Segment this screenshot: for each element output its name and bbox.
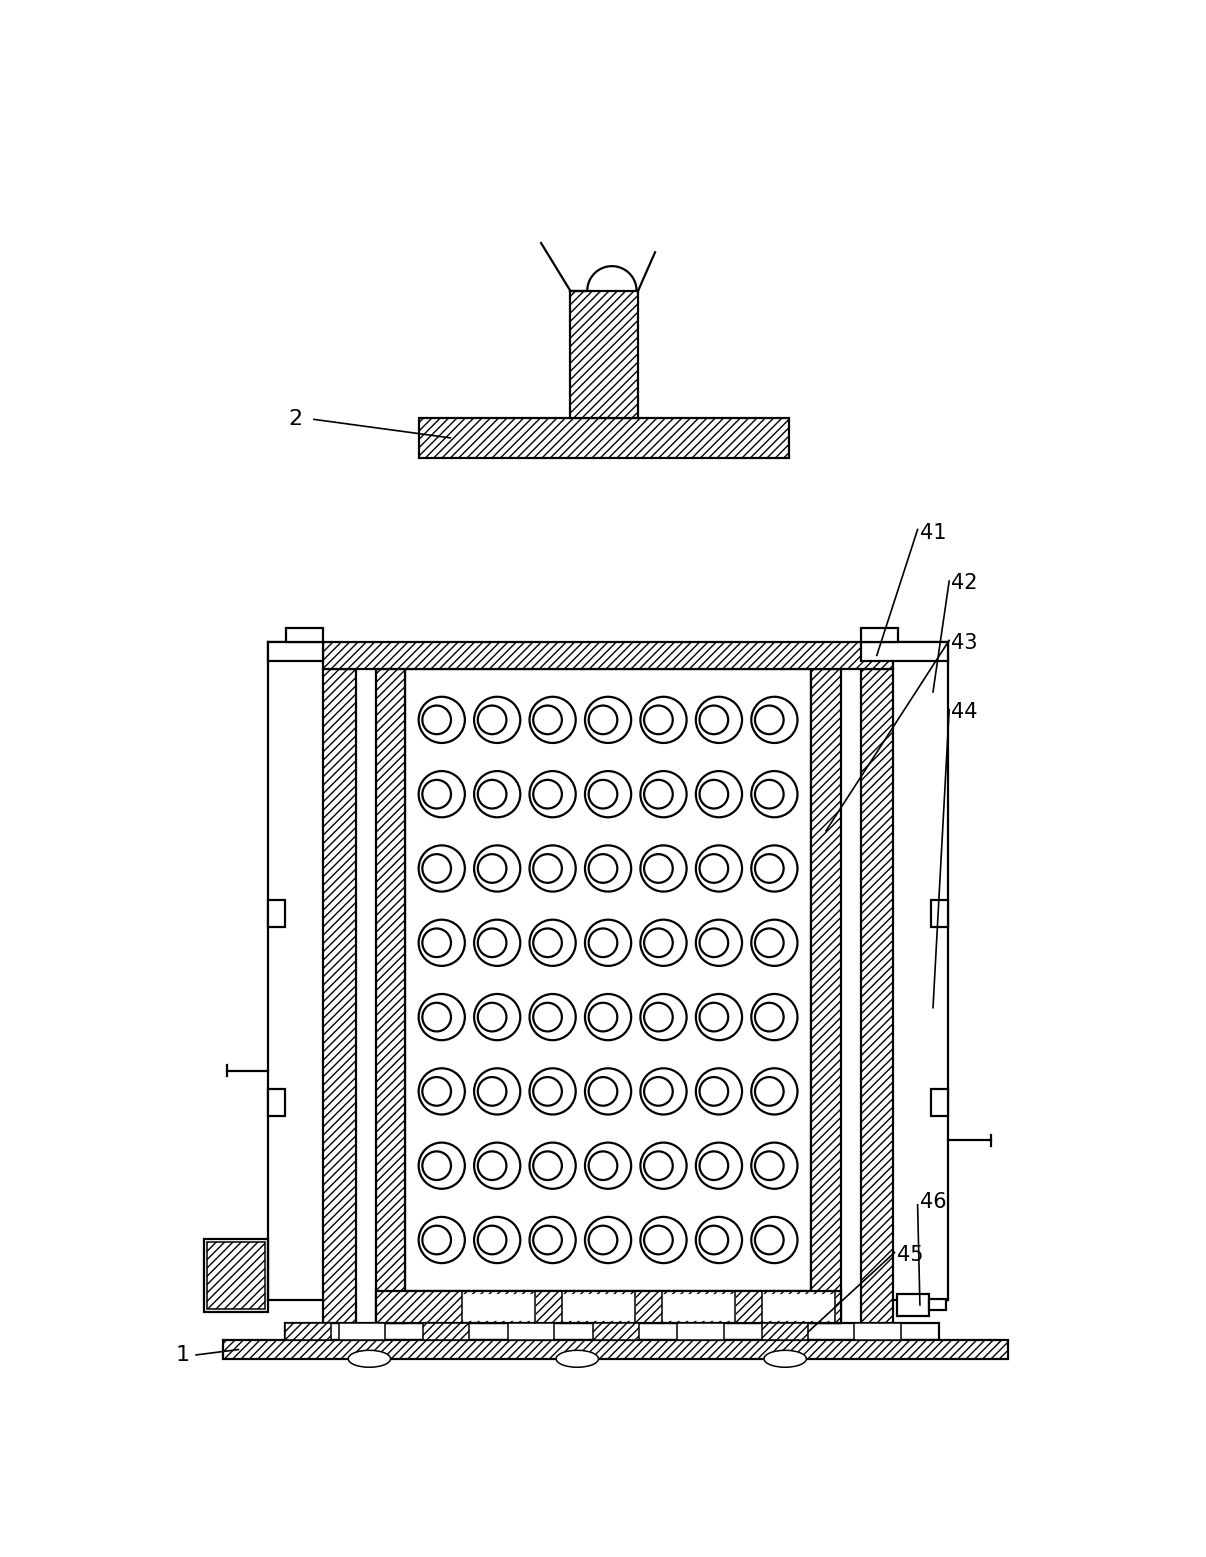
Bar (812, 670, 841, 1323)
Bar (897, 1294, 929, 1316)
Bar (762, 1323, 808, 1341)
Bar (592, 1323, 639, 1341)
Bar (423, 1323, 469, 1341)
Bar (223, 1341, 1008, 1359)
Bar (339, 1323, 385, 1341)
Text: 42: 42 (950, 573, 977, 593)
Bar (323, 670, 356, 1323)
Bar (662, 1294, 736, 1320)
Text: 46: 46 (920, 1193, 947, 1213)
Bar (762, 1294, 836, 1320)
Ellipse shape (349, 1350, 391, 1367)
Ellipse shape (556, 1350, 598, 1367)
Bar (405, 670, 812, 1291)
Bar (268, 641, 323, 662)
Ellipse shape (763, 1350, 807, 1367)
Bar (861, 641, 948, 662)
Bar (929, 1300, 946, 1311)
Bar (462, 1294, 535, 1320)
Bar (285, 1323, 330, 1341)
Bar (931, 900, 948, 926)
Bar (286, 627, 323, 641)
Bar (207, 1242, 264, 1309)
Bar (268, 1090, 285, 1116)
Bar (570, 291, 638, 417)
Bar (678, 1323, 724, 1341)
Bar (861, 627, 897, 641)
Bar (861, 670, 892, 1323)
Bar (931, 1090, 948, 1116)
Bar (375, 670, 405, 1323)
Bar (204, 1239, 268, 1313)
Bar (420, 417, 789, 458)
Bar (323, 641, 892, 670)
Bar (268, 900, 285, 926)
Bar (508, 1323, 555, 1341)
Text: 45: 45 (897, 1246, 924, 1264)
Text: 44: 44 (950, 702, 977, 722)
Bar (375, 1291, 841, 1323)
Text: 1: 1 (175, 1345, 189, 1365)
Bar (855, 1323, 901, 1341)
Bar (562, 1294, 636, 1320)
Bar (285, 1323, 939, 1341)
Text: 41: 41 (920, 523, 947, 542)
Text: 43: 43 (950, 632, 977, 652)
Text: 2: 2 (288, 409, 303, 430)
